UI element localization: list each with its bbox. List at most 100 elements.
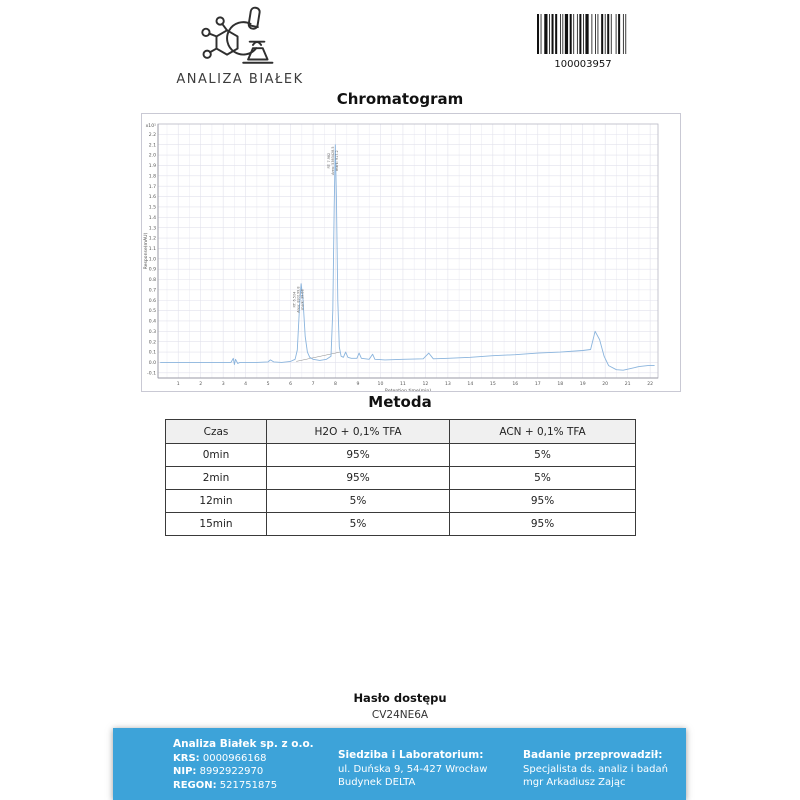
svg-text:2.1: 2.1 <box>149 142 156 148</box>
metoda-header-cell: ACN + 0,1% TFA <box>449 419 636 444</box>
svg-text:0.4: 0.4 <box>149 319 156 325</box>
metoda-row: 12min 5% 95% <box>165 489 636 513</box>
footer-location-column: Siedziba i Laboratorium: ul. Duńska 9, 5… <box>338 749 487 790</box>
metoda-row: 0min 95% 5% <box>165 443 636 467</box>
footer-location-address: ul. Duńska 9, 54-427 Wrocław <box>338 763 488 775</box>
metoda-header-cell: Czas <box>165 419 267 444</box>
footer-examiner-name: mgr Arkadiusz Zając <box>523 777 626 788</box>
barcode-value: 100003957 <box>554 59 612 70</box>
svg-text:12: 12 <box>422 381 428 387</box>
metoda-row: 2min 95% 5% <box>165 466 636 490</box>
svg-text:6: 6 <box>289 381 292 387</box>
metoda-cell: 0min <box>165 443 267 467</box>
svg-text:9: 9 <box>357 381 360 387</box>
metoda-table: Czas H2O + 0,1% TFA ACN + 0,1% TFA 0min 95%… <box>165 419 636 536</box>
svg-text:14: 14 <box>467 381 473 387</box>
svg-text:mark: 39.88: mark: 39.88 <box>301 289 305 310</box>
svg-text:1.4: 1.4 <box>149 215 156 221</box>
metoda-cell: 95% <box>449 489 636 513</box>
footer-examiner-role: Specjalista ds. analiz i badań <box>523 763 668 775</box>
svg-text:7: 7 <box>312 381 315 387</box>
svg-text:1.9: 1.9 <box>149 163 156 169</box>
svg-text:11: 11 <box>400 381 406 387</box>
barcode <box>537 14 627 54</box>
footer-location-building: Budynek DELTA <box>338 777 416 788</box>
svg-text:1.7: 1.7 <box>149 184 156 190</box>
metoda-table-header-row: Czas H2O + 0,1% TFA ACN + 0,1% TFA <box>165 419 636 444</box>
metoda-cell: 95% <box>449 512 636 536</box>
svg-text:1.5: 1.5 <box>149 205 156 211</box>
chromatogram-chart: x10¹ 2.2 2.1 2.0 1.9 1.8 1.7 1.6 1.5 1.4 1.3 1.2 1.1… <box>141 113 681 394</box>
metoda-cell: 12min <box>165 489 267 513</box>
svg-text:16: 16 <box>512 381 518 387</box>
svg-text:13: 13 <box>445 381 451 387</box>
svg-text:Response(mAU): Response(mAU) <box>143 232 149 269</box>
svg-text:17: 17 <box>535 381 541 387</box>
svg-text:2: 2 <box>199 381 202 387</box>
svg-text:0.3: 0.3 <box>149 329 156 335</box>
metoda-cell: 5% <box>266 489 450 513</box>
metoda-row: 15min 5% 95% <box>165 512 636 536</box>
metoda-cell: 95% <box>266 443 450 467</box>
svg-text:2.0: 2.0 <box>149 153 156 159</box>
metoda-cell: 5% <box>449 466 636 490</box>
svg-text:1.1: 1.1 <box>149 246 156 252</box>
svg-text:22: 22 <box>647 381 653 387</box>
footer-nip: NIP: 8992922970 <box>173 766 264 777</box>
svg-text:RT: 6.504: RT: 6.504 <box>293 292 297 308</box>
svg-text:20: 20 <box>602 381 608 387</box>
svg-text:Area: 830199.8: Area: 830199.8 <box>297 286 301 312</box>
svg-text:RT: 7.982: RT: 7.982 <box>327 153 331 169</box>
svg-text:1.3: 1.3 <box>149 225 156 231</box>
chromatogram-plot: x10¹ 2.2 2.1 2.0 1.9 1.8 1.7 1.6 1.5 1.4 1.3 1.2 1.1… <box>143 123 659 394</box>
svg-text:0.1: 0.1 <box>149 350 156 356</box>
svg-text:19: 19 <box>580 381 586 387</box>
svg-text:mark: 917.2: mark: 917.2 <box>335 150 339 171</box>
logo-text: ANALIZA BIAŁEK <box>176 72 304 87</box>
svg-text:x10¹: x10¹ <box>146 123 157 129</box>
metoda-cell: 15min <box>165 512 267 536</box>
footer-company-name: Analiza Białek sp. z o.o. <box>173 738 314 750</box>
footer-krs: KRS: 0000966168 <box>173 752 267 764</box>
svg-text:21: 21 <box>625 381 631 387</box>
password-value: CV24NE6A <box>371 709 429 721</box>
svg-text:1.2: 1.2 <box>149 236 156 242</box>
footer: Analiza Białek sp. z o.o. KRS: 000096616… <box>113 728 686 800</box>
metoda-cell: 2min <box>165 466 267 490</box>
svg-text:2.2: 2.2 <box>149 132 156 138</box>
footer-company-column: Analiza Białek sp. z o.o. KRS: 000096616… <box>173 738 314 792</box>
chromatogram-title: Chromatogram <box>336 90 464 108</box>
svg-text:8: 8 <box>334 381 337 387</box>
svg-text:0.0: 0.0 <box>149 360 156 366</box>
svg-text:18: 18 <box>557 381 563 387</box>
svg-text:0.9: 0.9 <box>149 267 156 273</box>
svg-text:1.6: 1.6 <box>149 194 156 200</box>
svg-text:1.8: 1.8 <box>149 173 156 179</box>
svg-text:4: 4 <box>244 381 247 387</box>
svg-text:15: 15 <box>490 381 496 387</box>
footer-examiner-title: Badanie przeprowadził: <box>523 749 663 761</box>
svg-text:-0.1: -0.1 <box>147 370 156 376</box>
footer-regon: REGON: 521751875 <box>173 779 278 791</box>
metoda-title: Metoda <box>368 393 432 411</box>
svg-text:1.0: 1.0 <box>149 256 156 262</box>
svg-text:0.6: 0.6 <box>149 298 156 304</box>
metoda-cell: 95% <box>266 466 450 490</box>
barcode-block: 100003957 <box>537 14 629 70</box>
svg-text:Area: 5383428.5: Area: 5383428.5 <box>331 146 335 174</box>
molecule-microscope-icon <box>201 6 274 64</box>
metoda-table-body: 0min 95% 5% 2min 95% 5% 12min 5% 95% 15min 5% 95% <box>165 443 636 536</box>
metoda-header-cell: H2O + 0,1% TFA <box>266 419 450 444</box>
footer-location-title: Siedziba i Laboratorium: <box>338 749 484 761</box>
svg-text:0.5: 0.5 <box>149 308 156 314</box>
password-label: Hasło dostępu <box>353 691 447 705</box>
svg-text:0.7: 0.7 <box>149 287 156 293</box>
svg-text:3: 3 <box>222 381 225 387</box>
metoda-cell: 5% <box>449 443 636 467</box>
footer-examiner-column: Badanie przeprowadził: Specjalista ds. a… <box>523 749 668 790</box>
svg-text:0.8: 0.8 <box>149 277 156 283</box>
logo-block: ANALIZA BIAŁEK <box>155 6 325 87</box>
svg-text:0.2: 0.2 <box>149 339 156 345</box>
metoda-cell: 5% <box>266 512 450 536</box>
svg-text:1: 1 <box>177 381 180 387</box>
